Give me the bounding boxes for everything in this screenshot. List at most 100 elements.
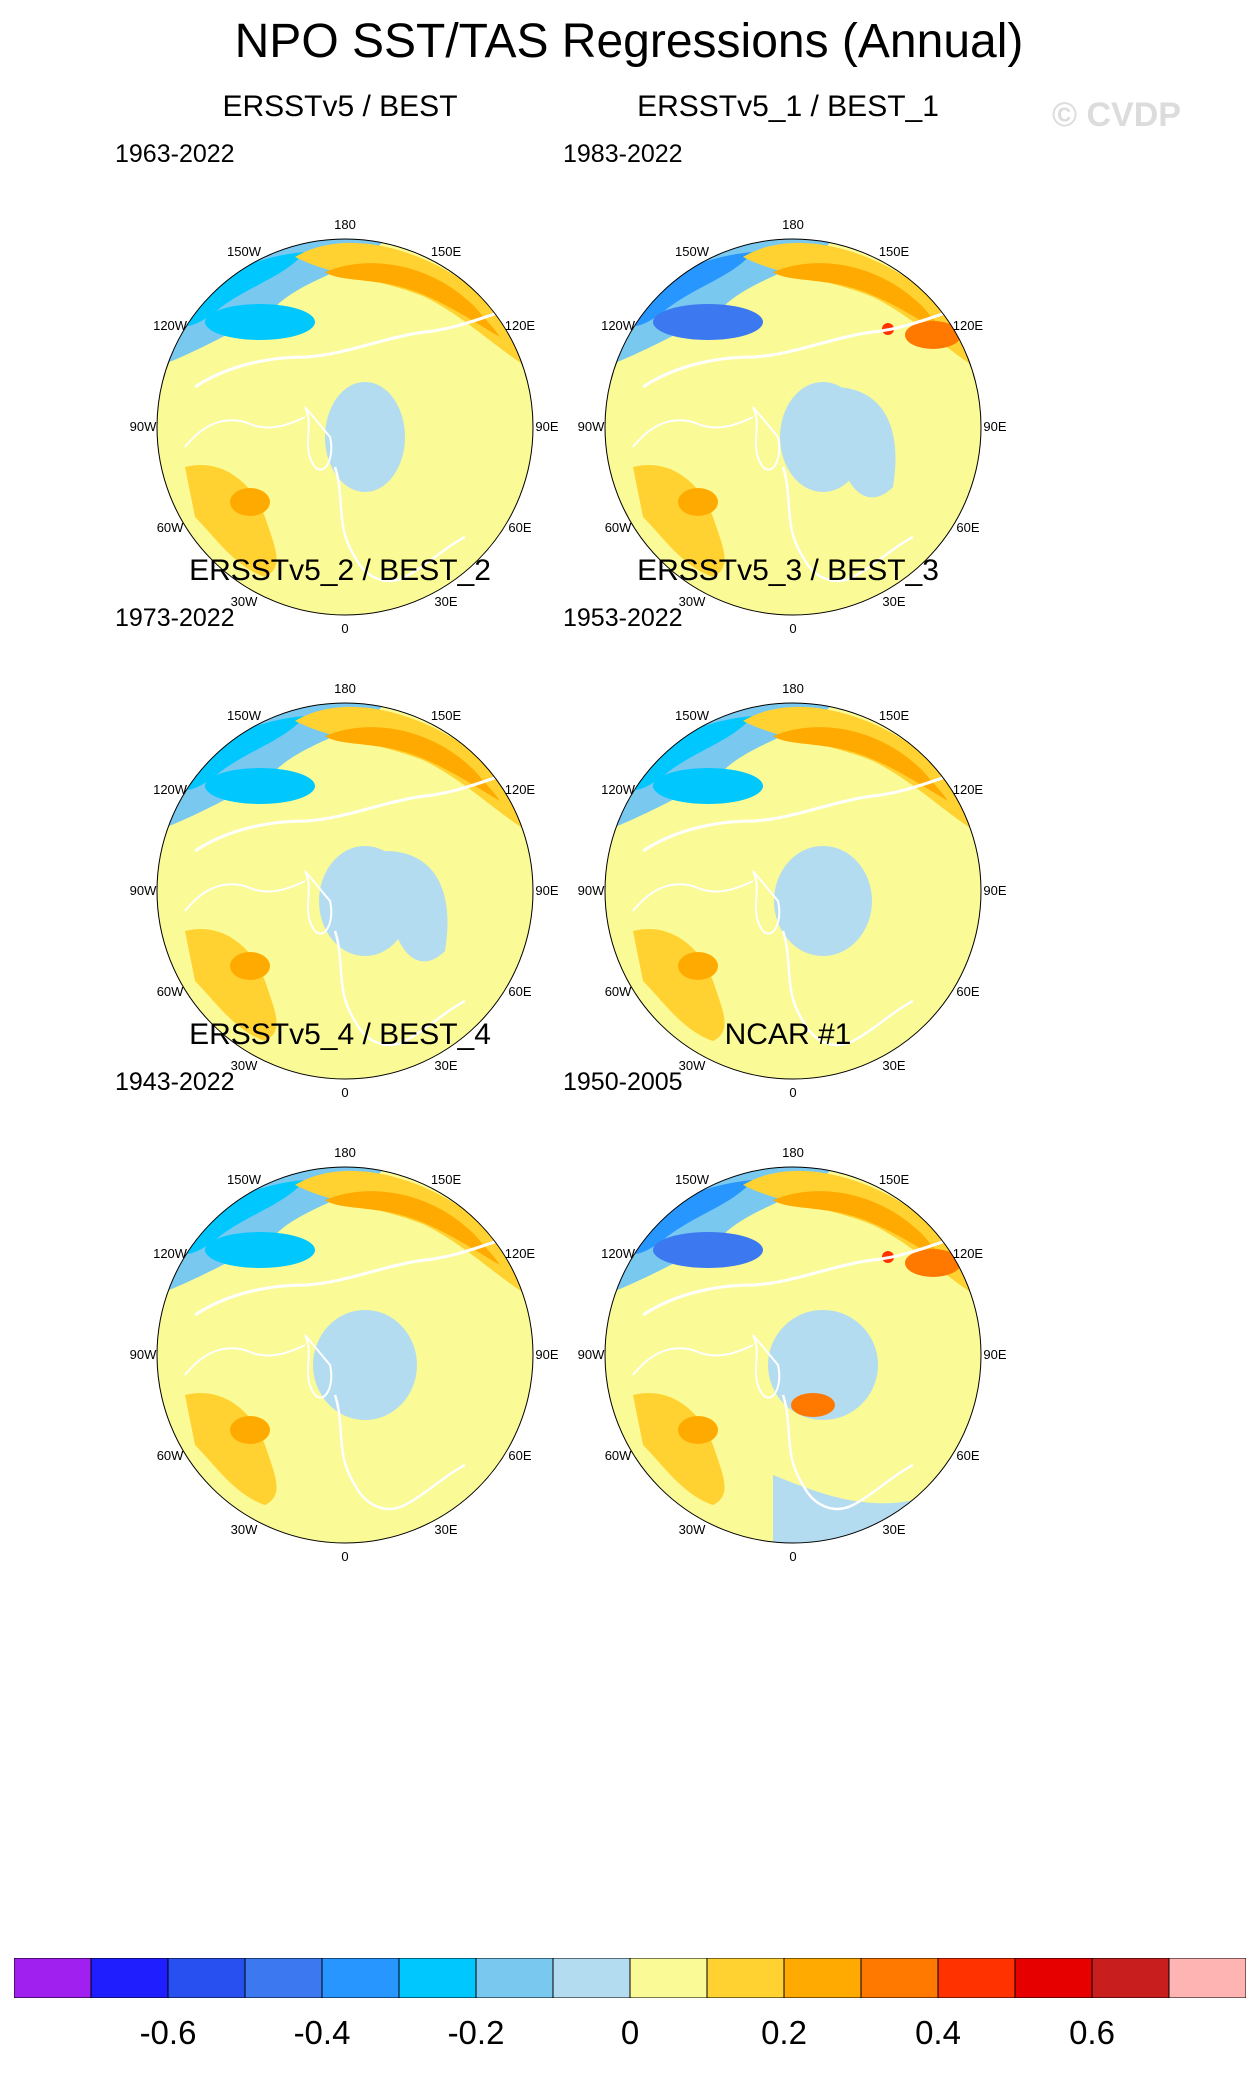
longitude-label: 60E bbox=[956, 520, 979, 535]
longitude-label: 0 bbox=[341, 1549, 348, 1564]
longitude-label: 120E bbox=[505, 1246, 536, 1261]
colorbar-svg bbox=[13, 1957, 1247, 1999]
panel-title: NCAR #1 bbox=[724, 1018, 852, 1051]
longitude-label: 120W bbox=[601, 782, 636, 797]
contour-field bbox=[605, 1167, 981, 1543]
map-boundary bbox=[156, 702, 534, 1080]
contour-field bbox=[605, 239, 981, 615]
colorbar-label: -0.4 bbox=[293, 2014, 351, 2051]
longitude-label: 60E bbox=[508, 1448, 531, 1463]
longitude-label: 150E bbox=[431, 244, 462, 259]
longitude-label: 90E bbox=[983, 419, 1006, 434]
panel-title: ERSSTv5_2 / BEST_2 bbox=[189, 554, 491, 587]
colorbar-label: 0.4 bbox=[915, 2014, 961, 2051]
longitude-label: 150E bbox=[879, 1172, 910, 1187]
cvdp-watermark: © CVDP bbox=[1052, 96, 1181, 134]
colorbar-label: 0.2 bbox=[761, 2014, 807, 2051]
longitude-label: 30E bbox=[434, 1058, 457, 1073]
colorbar-box bbox=[90, 1957, 169, 1999]
longitude-label: 120W bbox=[153, 318, 188, 333]
longitude-label: 120W bbox=[153, 1246, 188, 1261]
longitude-label: 30W bbox=[231, 594, 258, 609]
panel-title: ERSSTv5_1 / BEST_1 bbox=[637, 90, 939, 123]
longitude-label: 60W bbox=[157, 520, 184, 535]
longitude-label: 120W bbox=[601, 1246, 636, 1261]
longitude-label: 150W bbox=[675, 1172, 710, 1187]
colorbar-box bbox=[167, 1957, 246, 1999]
polar-map: 180 150E 120E 90E 60E 30E 0 30W 60W 90W 120W 150W bbox=[130, 217, 559, 636]
longitude-label: 30W bbox=[231, 1058, 258, 1073]
colorbar-label: -0.6 bbox=[139, 2014, 197, 2051]
map-boundary bbox=[156, 238, 534, 616]
longitude-label: 120E bbox=[505, 782, 536, 797]
colorbar bbox=[13, 1957, 1247, 1999]
longitude-label: 60W bbox=[157, 1448, 184, 1463]
map-panel: ERSSTv5_3 / BEST_3 1953-2022 180 150E 120E 90… bbox=[488, 556, 1088, 1176]
polar-map: 180 150E 120E 90E 60E 30E 0 30W 60W 90W 120W 150W bbox=[578, 217, 1007, 636]
map-panel: NCAR #1 1950-2005 180 150E 120E 90E 60E 30E 0 30W… bbox=[488, 1020, 1088, 1640]
longitude-label: 90W bbox=[578, 883, 605, 898]
longitude-label: 90E bbox=[535, 1347, 558, 1362]
longitude-label: 60W bbox=[605, 984, 632, 999]
longitude-label: 180 bbox=[782, 681, 804, 696]
longitude-label: 120W bbox=[601, 318, 636, 333]
colorbar-box bbox=[1091, 1957, 1170, 1999]
longitude-label: 30E bbox=[434, 1522, 457, 1537]
colorbar-box bbox=[860, 1957, 939, 1999]
longitude-label: 150E bbox=[431, 1172, 462, 1187]
map-panel: ERSSTv5 / BEST 1963-2022 180 150E 120E 90E 60E… bbox=[40, 92, 640, 712]
longitude-label: 30W bbox=[679, 1058, 706, 1073]
contour-field bbox=[157, 239, 533, 615]
colorbar-box bbox=[321, 1957, 400, 1999]
panel-period: 1953-2022 bbox=[563, 604, 683, 632]
longitude-label: 60E bbox=[956, 984, 979, 999]
longitude-label: 120E bbox=[505, 318, 536, 333]
longitude-label: 0 bbox=[341, 1085, 348, 1100]
longitude-label: 180 bbox=[782, 1145, 804, 1160]
panel-period: 1973-2022 bbox=[115, 604, 235, 632]
polar-map: 180 150E 120E 90E 60E 30E 0 30W 60W 90W 120W 150W bbox=[130, 681, 559, 1100]
figure-title: NPO SST/TAS Regressions (Annual) bbox=[234, 15, 1024, 68]
longitude-label: 30E bbox=[882, 594, 905, 609]
longitude-label: 180 bbox=[334, 1145, 356, 1160]
longitude-label: 90E bbox=[983, 883, 1006, 898]
colorbar-box bbox=[1014, 1957, 1093, 1999]
longitude-label: 30E bbox=[434, 594, 457, 609]
map-boundary bbox=[604, 238, 982, 616]
longitude-label: 0 bbox=[789, 1549, 796, 1564]
polar-map: 180 150E 120E 90E 60E 30E 0 30W 60W 90W 120W 150W bbox=[578, 1145, 1007, 1564]
panel-period: 1963-2022 bbox=[115, 140, 235, 168]
longitude-label: 90W bbox=[578, 1347, 605, 1362]
map-panel: ERSSTv5_2 / BEST_2 1973-2022 180 150E 120E 90… bbox=[40, 556, 640, 1176]
longitude-label: 150W bbox=[227, 244, 262, 259]
longitude-label: 30W bbox=[679, 594, 706, 609]
colorbar-box bbox=[13, 1957, 92, 1999]
longitude-label: 60E bbox=[956, 1448, 979, 1463]
colorbar-box bbox=[783, 1957, 862, 1999]
colorbar-box bbox=[1168, 1957, 1247, 1999]
longitude-label: 90W bbox=[130, 1347, 157, 1362]
colorbar-box bbox=[706, 1957, 785, 1999]
longitude-label: 30W bbox=[679, 1522, 706, 1537]
colorbar-box bbox=[629, 1957, 708, 1999]
colorbar-box bbox=[244, 1957, 323, 1999]
longitude-label: 120E bbox=[953, 318, 984, 333]
longitude-label: 90W bbox=[130, 883, 157, 898]
map-panel: ERSSTv5_4 / BEST_4 1943-2022 180 150E 120E 90… bbox=[40, 1020, 640, 1640]
colorbar-label: -0.2 bbox=[447, 2014, 505, 2051]
longitude-label: 90E bbox=[535, 883, 558, 898]
longitude-label: 150W bbox=[675, 244, 710, 259]
longitude-label: 90E bbox=[983, 1347, 1006, 1362]
longitude-label: 30E bbox=[882, 1522, 905, 1537]
colorbar-label: 0 bbox=[620, 2014, 640, 2051]
longitude-label: 90E bbox=[535, 419, 558, 434]
map-boundary bbox=[604, 702, 982, 1080]
panel-title: ERSSTv5 / BEST bbox=[222, 90, 458, 123]
map-boundary bbox=[156, 1166, 534, 1544]
colorbar-box bbox=[937, 1957, 1016, 1999]
longitude-label: 150E bbox=[879, 708, 910, 723]
colorbar-box bbox=[398, 1957, 477, 1999]
longitude-label: 180 bbox=[334, 681, 356, 696]
longitude-label: 150W bbox=[227, 708, 262, 723]
colorbar-label: 0.6 bbox=[1069, 2014, 1115, 2051]
